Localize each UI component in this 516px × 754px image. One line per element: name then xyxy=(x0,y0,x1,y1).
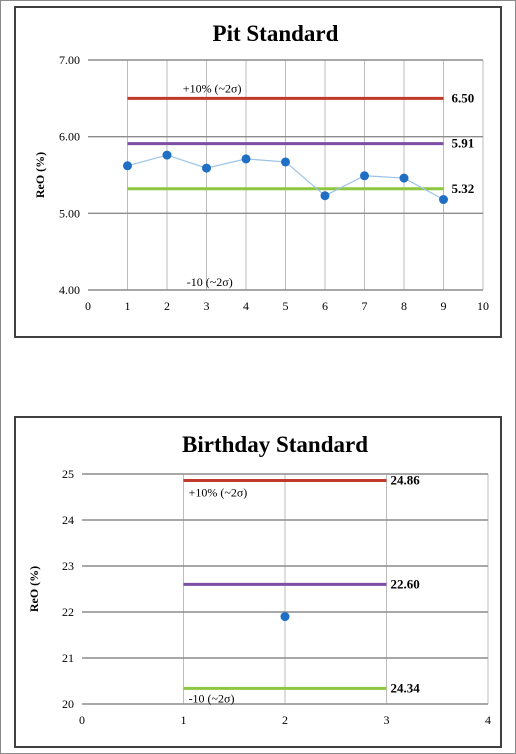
x-tick-label: 9 xyxy=(441,299,447,313)
x-tick-label: 2 xyxy=(282,713,288,727)
x-tick-label: 4 xyxy=(243,299,249,313)
x-tick-label: 1 xyxy=(181,713,187,727)
y-tick-label: 25 xyxy=(62,467,74,481)
data-point xyxy=(162,150,172,160)
data-point xyxy=(281,157,290,167)
y-tick-label: 23 xyxy=(62,559,74,573)
reference-band-label: +10% (~2σ) xyxy=(183,81,242,95)
x-tick-label: 1 xyxy=(125,299,131,313)
x-tick-label: 8 xyxy=(401,299,407,313)
y-tick-label: 6.00 xyxy=(59,130,80,144)
data-point xyxy=(360,171,369,181)
reference-line-value-label: 5.32 xyxy=(452,181,475,196)
y-tick-label: 21 xyxy=(62,651,74,665)
data-point xyxy=(399,173,409,183)
reference-line-value-label: 24.86 xyxy=(391,472,421,487)
x-tick-label: 10 xyxy=(477,299,489,313)
pit-standard-chart: Pit Standard 0 1 2 3 4 5 6 7 8 9 10 4.00 5.00 6.00 7.00… xyxy=(33,21,489,313)
y-tick-label: 20 xyxy=(62,697,74,711)
y-axis-label: ReO (%) xyxy=(27,566,41,612)
pit-standard-chart-panel: Pit Standard 0 1 2 3 4 5 6 7 8 9 10 4.00 5.00 6.00 7.00… xyxy=(14,6,502,338)
x-tick-label: 5 xyxy=(283,299,289,313)
x-tick-label: 0 xyxy=(79,713,85,727)
y-tick-label: 7.00 xyxy=(59,53,80,67)
chart-title: Birthday Standard xyxy=(182,432,368,457)
reference-band-label: -10 (~2σ) xyxy=(189,691,235,705)
data-point xyxy=(202,163,211,173)
reference-line-value-label: 24.34 xyxy=(391,680,421,695)
reference-line-value-label: 5.91 xyxy=(452,136,475,151)
x-tick-label: 0 xyxy=(85,299,91,313)
data-point xyxy=(123,161,132,171)
data-point xyxy=(280,612,290,622)
reference-line-value-label: 6.50 xyxy=(452,90,475,105)
x-tick-label: 4 xyxy=(485,713,491,727)
data-point xyxy=(439,195,448,205)
chart-annotation: -10 (~2σ) xyxy=(187,275,233,289)
y-tick-label: 24 xyxy=(62,513,74,527)
birthday-standard-chart-panel: Birthday Standard 0 1 2 3 4 20 21 22 23 24 25 ReO (%… xyxy=(14,416,502,748)
x-tick-label: 7 xyxy=(362,299,368,313)
data-point xyxy=(241,154,251,164)
x-tick-label: 6 xyxy=(322,299,328,313)
y-axis-label: ReO (%) xyxy=(33,152,47,198)
data-point xyxy=(320,191,330,201)
x-tick-label: 3 xyxy=(384,713,390,727)
x-tick-label: 3 xyxy=(204,299,210,313)
reference-line-value-label: 22.60 xyxy=(391,576,420,591)
y-tick-label: 4.00 xyxy=(59,283,80,297)
y-tick-label: 5.00 xyxy=(59,206,80,220)
y-tick-label: 22 xyxy=(62,605,74,619)
x-tick-label: 2 xyxy=(164,299,170,313)
chart-title: Pit Standard xyxy=(213,21,339,46)
reference-band-label: +10% (~2σ) xyxy=(189,485,248,499)
